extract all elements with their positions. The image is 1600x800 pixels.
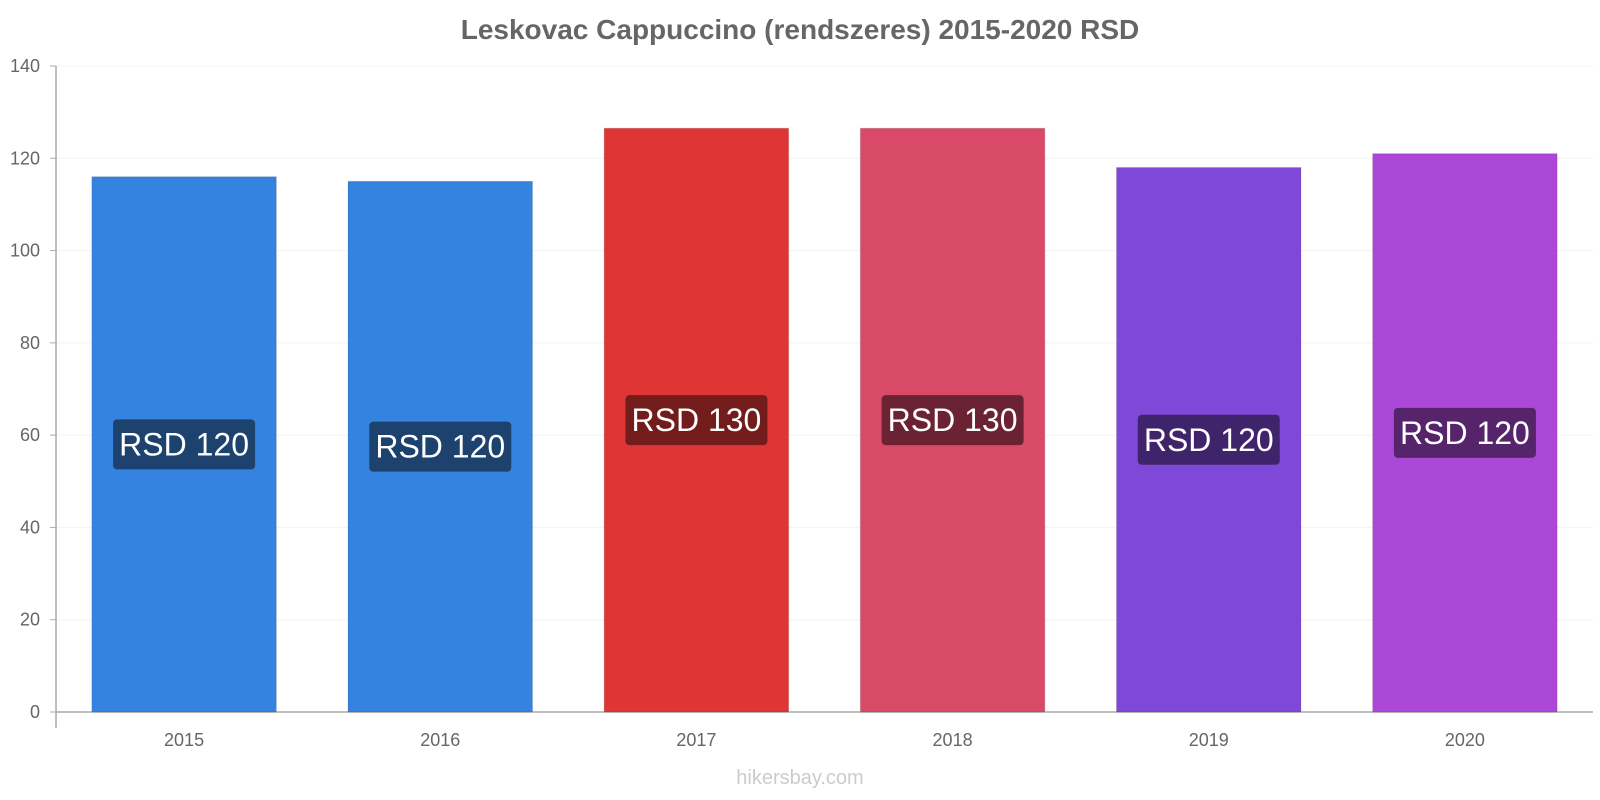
y-tick-label: 100 — [10, 241, 40, 261]
y-tick-label: 20 — [20, 610, 40, 630]
x-tick-label: 2015 — [164, 730, 204, 750]
data-label-box — [369, 421, 512, 472]
data-label: RSD 120 — [1144, 422, 1274, 458]
x-tick-label: 2018 — [933, 730, 973, 750]
y-tick-label: 0 — [30, 702, 40, 722]
data-label: RSD 120 — [1400, 415, 1530, 451]
x-tick-label: 2020 — [1445, 730, 1485, 750]
chart-title: Leskovac Cappuccino (rendszeres) 2015-20… — [460, 14, 1140, 45]
y-tick-label: 140 — [10, 56, 40, 76]
data-label: RSD 120 — [375, 429, 505, 465]
data-label-box — [625, 395, 768, 446]
x-tick-label: 2017 — [676, 730, 716, 750]
data-label-box — [1393, 407, 1536, 458]
data-label-box — [113, 419, 256, 470]
x-tick-label: 2019 — [1189, 730, 1229, 750]
y-tick-label: 40 — [20, 517, 40, 537]
data-label: RSD 130 — [888, 402, 1018, 438]
x-tick-label: 2016 — [420, 730, 460, 750]
data-label: RSD 120 — [119, 426, 249, 462]
data-label-box — [1137, 414, 1280, 465]
data-label: RSD 130 — [631, 402, 761, 438]
data-label-box — [881, 395, 1024, 446]
y-tick-label: 120 — [10, 148, 40, 168]
y-tick-label: 60 — [20, 425, 40, 445]
y-tick-label: 80 — [20, 333, 40, 353]
watermark-text: hikersbay.com — [736, 767, 864, 789]
